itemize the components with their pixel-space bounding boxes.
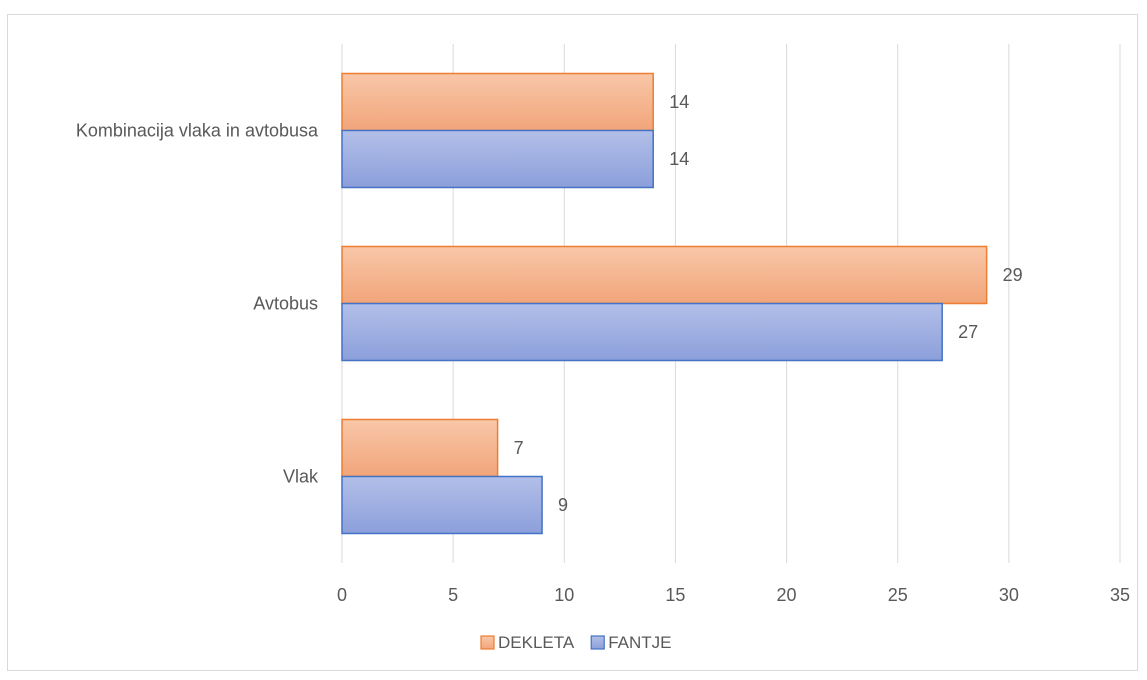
labels: 0 5 10 15 20 25 30 35 Kombinacija vlaka in avtob… xyxy=(76,92,1130,605)
data-label: 9 xyxy=(558,495,568,515)
category-label: Vlak xyxy=(283,467,319,487)
data-label: 7 xyxy=(514,438,524,458)
x-tick-label: 0 xyxy=(337,585,347,605)
bar-dekleta-2 xyxy=(341,418,499,478)
data-label: 14 xyxy=(669,92,689,112)
x-tick-label: 10 xyxy=(554,585,574,605)
legend-label-fantje: FANTJE xyxy=(608,633,671,652)
x-tick-label: 30 xyxy=(999,585,1019,605)
legend-swatch-fantje xyxy=(590,635,605,650)
legend-label-dekleta: DEKLETA xyxy=(498,633,575,652)
bars xyxy=(341,72,988,535)
x-tick-label: 15 xyxy=(665,585,685,605)
x-tick-label: 20 xyxy=(777,585,797,605)
legend-swatch-dekleta xyxy=(480,635,495,650)
x-tick-label: 25 xyxy=(888,585,908,605)
bar-dekleta-1 xyxy=(341,245,988,305)
category-label: Kombinacija vlaka in avtobusa xyxy=(76,121,319,141)
bar-fantje-2 xyxy=(341,475,543,535)
legend: DEKLETA FANTJE xyxy=(480,633,672,652)
bar-dekleta-0 xyxy=(341,72,654,132)
data-label: 27 xyxy=(958,322,978,342)
category-label: Avtobus xyxy=(253,294,318,314)
x-tick-label: 35 xyxy=(1110,585,1130,605)
x-tick-label: 5 xyxy=(448,585,458,605)
data-label: 14 xyxy=(669,149,689,169)
bar-fantje-1 xyxy=(341,302,943,362)
data-label: 29 xyxy=(1003,265,1023,285)
bar-fantje-0 xyxy=(341,129,654,189)
